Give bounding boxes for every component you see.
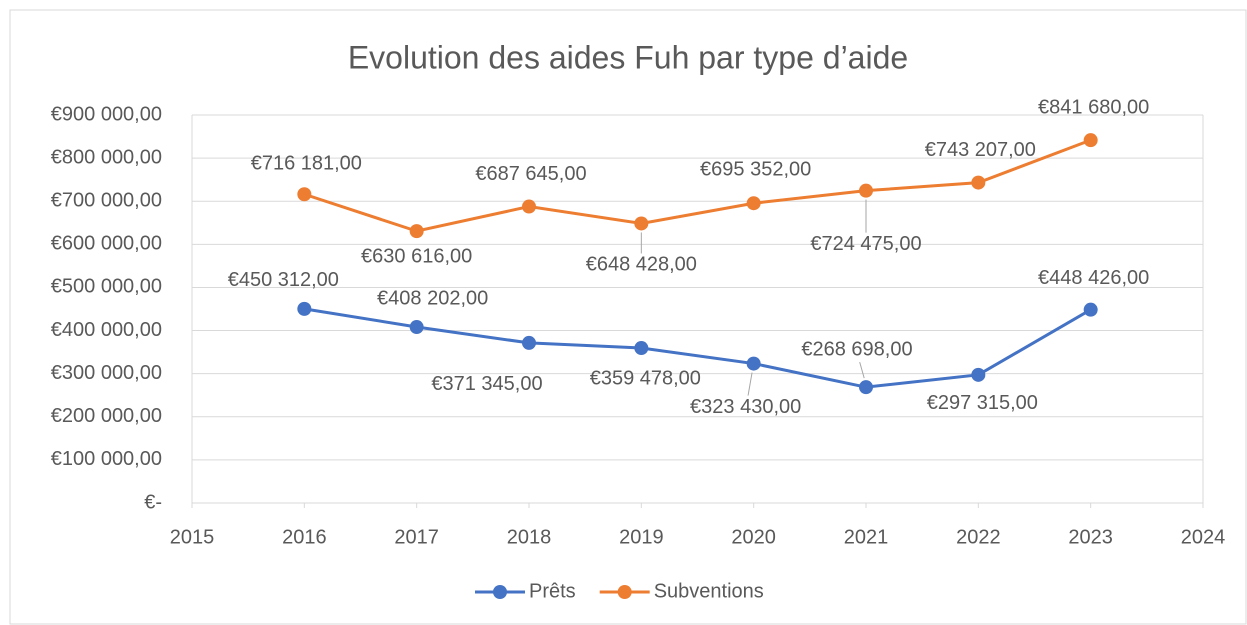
- data-point: [297, 187, 312, 202]
- data-label: €724 475,00: [810, 233, 921, 255]
- data-point: [634, 216, 649, 231]
- data-label: €371 345,00: [431, 373, 542, 395]
- y-tick-label: €600 000,00: [51, 233, 162, 255]
- y-tick-label: €200 000,00: [51, 405, 162, 427]
- series-line: [304, 307, 1092, 389]
- data-point: [522, 335, 536, 350]
- x-tick-label: 2016: [282, 526, 327, 548]
- legend-marker: [493, 585, 507, 599]
- x-tick-label: 2015: [170, 526, 215, 548]
- y-tick-label: €-: [144, 491, 162, 513]
- y-tick-label: €500 000,00: [51, 276, 162, 298]
- legend-marker: [617, 585, 632, 599]
- legend-label: Prêts: [529, 580, 576, 602]
- x-tick-label: 2022: [956, 526, 1001, 548]
- data-label: €448 426,00: [1038, 267, 1149, 289]
- data-label: €743 207,00: [925, 139, 1036, 161]
- x-tick-label: 2020: [731, 526, 776, 548]
- data-label: €323 430,00: [690, 396, 801, 418]
- data-point: [1083, 302, 1098, 317]
- y-tick-label: €900 000,00: [51, 103, 162, 125]
- data-label: €297 315,00: [927, 392, 1038, 414]
- y-tick-label: €100 000,00: [51, 448, 162, 470]
- x-tick-label: 2018: [507, 526, 552, 548]
- chart-title: Evolution des aides Fuh par type d’aide: [348, 39, 908, 75]
- data-label: €630 616,00: [361, 245, 472, 267]
- data-label: €408 202,00: [377, 287, 488, 309]
- data-point: [634, 341, 649, 356]
- data-point: [1083, 133, 1098, 148]
- data-point: [297, 301, 312, 316]
- data-point: [409, 224, 424, 239]
- data-label: €716 181,00: [251, 153, 362, 175]
- series-line: [303, 138, 1092, 233]
- y-tick-label: €300 000,00: [51, 362, 162, 384]
- y-tick-label: €800 000,00: [51, 146, 162, 168]
- data-label: €359 478,00: [590, 367, 701, 389]
- x-tick-label: 2021: [844, 526, 889, 548]
- y-tick-label: €400 000,00: [51, 319, 162, 341]
- data-label: €268 698,00: [801, 338, 912, 360]
- chart-border: [9, 9, 1247, 625]
- data-point: [522, 199, 536, 214]
- leader-line: [859, 362, 865, 379]
- x-tick-label: 2024: [1181, 526, 1226, 548]
- data-point: [746, 196, 761, 211]
- data-point: [409, 320, 424, 335]
- data-point: [859, 380, 873, 395]
- y-tick-label: €700 000,00: [51, 190, 162, 212]
- data-label: €695 352,00: [700, 159, 811, 181]
- data-label: €648 428,00: [586, 254, 697, 276]
- legend-label: Subventions: [654, 580, 764, 602]
- leader-line: [747, 372, 753, 396]
- data-point: [971, 367, 986, 382]
- x-tick-label: 2019: [619, 526, 664, 548]
- data-point: [746, 356, 761, 371]
- data-label: €450 312,00: [228, 269, 339, 291]
- x-tick-label: 2023: [1068, 526, 1113, 548]
- data-label: €841 680,00: [1038, 96, 1149, 118]
- data-point: [859, 183, 873, 198]
- x-tick-label: 2017: [394, 526, 439, 548]
- data-label: €687 645,00: [475, 163, 586, 185]
- data-point: [971, 175, 986, 190]
